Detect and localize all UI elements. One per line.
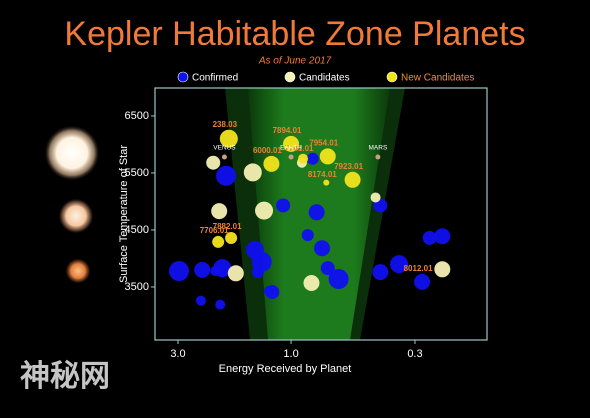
star-icon xyxy=(58,198,94,234)
y-tick-label: 4500 xyxy=(125,224,149,236)
reference-planet-label: VENUS xyxy=(213,145,236,152)
y-tick-label: 6500 xyxy=(125,110,149,122)
legend-label: New Candidates xyxy=(401,73,474,84)
y-tick-label: 5500 xyxy=(125,167,149,179)
data-point xyxy=(298,153,309,164)
data-point xyxy=(255,201,274,220)
data-point xyxy=(314,240,331,257)
data-point xyxy=(344,171,361,188)
point-label: 8174.01 xyxy=(308,170,337,179)
data-point xyxy=(320,261,335,276)
point-label: 7894.01 xyxy=(273,126,302,135)
x-axis-label: Energy Received by Planet xyxy=(219,363,352,375)
legend-label: Confirmed xyxy=(192,73,238,84)
reference-planet xyxy=(375,154,381,160)
chart-subtitle: As of June 2017 xyxy=(258,56,332,67)
data-point xyxy=(212,235,225,248)
data-point xyxy=(225,231,238,244)
data-point xyxy=(319,148,336,165)
x-tick-label: 0.3 xyxy=(407,348,422,360)
data-point xyxy=(323,179,330,186)
x-tick-label: 1.0 xyxy=(283,348,298,360)
data-point xyxy=(227,265,244,282)
point-label: 7882.01 xyxy=(213,222,242,231)
data-point xyxy=(283,135,300,152)
legend-label: Candidates xyxy=(299,73,350,84)
data-point xyxy=(301,229,314,242)
data-point xyxy=(206,155,221,170)
data-point xyxy=(216,165,237,186)
y-axis-label: Surface Temperature of Star xyxy=(118,145,130,283)
x-tick-label: 3.0 xyxy=(170,348,185,360)
data-point xyxy=(169,261,190,282)
data-point xyxy=(434,228,451,245)
point-label: 7706.01 xyxy=(200,226,229,235)
legend-swatch xyxy=(284,71,296,83)
data-point xyxy=(215,299,226,310)
legend-swatch xyxy=(386,71,398,83)
data-point xyxy=(328,268,349,289)
data-point xyxy=(210,266,221,277)
point-label: 7954.01 xyxy=(309,139,338,148)
data-point xyxy=(422,230,437,245)
plot-frame xyxy=(154,87,488,341)
data-point xyxy=(303,274,320,291)
data-point xyxy=(434,261,451,278)
data-point xyxy=(251,266,264,279)
reference-planet-label: MARS xyxy=(369,145,388,152)
point-label: 8012.01 xyxy=(404,264,433,273)
data-point xyxy=(211,203,228,220)
y-tick-label: 3500 xyxy=(125,281,149,293)
point-label: 6000.01 xyxy=(253,146,282,155)
data-point xyxy=(243,163,262,182)
data-point xyxy=(372,264,389,281)
data-point xyxy=(219,129,238,148)
point-label: 238.03 xyxy=(213,120,238,129)
star-icon xyxy=(44,125,100,181)
data-point xyxy=(390,255,409,274)
legend-swatch xyxy=(177,71,189,83)
chart-title: Kepler Habitable Zone Planets xyxy=(64,15,525,53)
reference-planet xyxy=(221,154,227,160)
data-point xyxy=(276,198,291,213)
data-point xyxy=(263,155,280,172)
data-point xyxy=(370,192,381,203)
data-point xyxy=(414,273,431,290)
data-point xyxy=(308,204,325,221)
data-point xyxy=(306,152,319,165)
point-label: 7741.01 xyxy=(285,144,314,153)
data-point xyxy=(195,295,206,306)
star-icon xyxy=(65,258,91,284)
reference-planet-label: EARTH xyxy=(280,145,302,152)
data-point xyxy=(194,261,211,278)
reference-planet xyxy=(288,154,294,160)
point-label: 7923.01 xyxy=(334,162,363,171)
data-point xyxy=(265,285,280,300)
watermark: 神秘网 xyxy=(20,360,110,393)
